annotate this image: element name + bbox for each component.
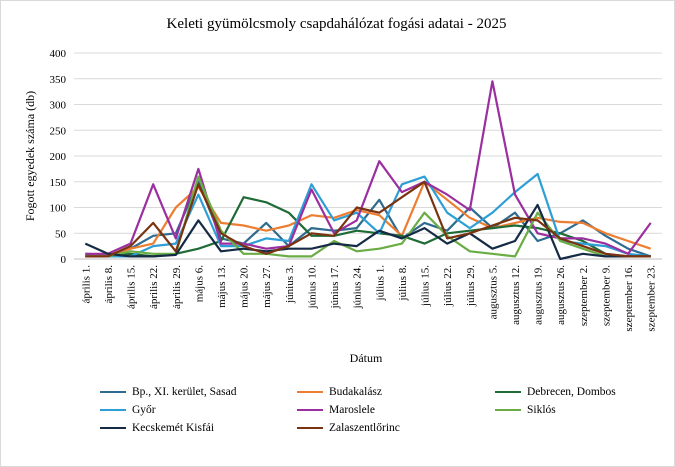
legend-item: Bp., XI. kerület, Sasad	[100, 386, 236, 398]
x-tick-label: április 15.	[126, 265, 138, 309]
legend-swatch	[495, 391, 521, 393]
legend-item: Zalaszentlőrinc	[297, 422, 400, 434]
x-tick-labels: április 1. április 8. április 15. április 2…	[80, 265, 657, 332]
x-tick-label: szeptember 9.	[600, 265, 612, 326]
legend-item: Siklós	[495, 404, 556, 416]
legend-swatch	[100, 427, 126, 429]
x-tick-label: július 22.	[442, 265, 454, 307]
legend-label: Zalaszentlőrinc	[329, 422, 400, 434]
y-tick-labels: 0 50 100 150 200 250 300 350 400	[50, 48, 67, 266]
series-line-7	[85, 180, 651, 258]
legend-item: Budakalász	[297, 386, 382, 398]
x-tick-label: augusztus 12.	[510, 265, 522, 325]
legend-label: Siklós	[527, 404, 556, 416]
x-tick-label: április 8.	[103, 265, 115, 304]
series-lines	[84, 80, 652, 261]
x-tick-label: augusztus 26.	[555, 265, 567, 325]
y-tick-label: 200	[50, 151, 67, 163]
series-line-6	[84, 203, 651, 261]
legend-swatch	[100, 391, 126, 393]
x-axis-label: Dátum	[350, 351, 383, 365]
x-tick-label: május 20.	[239, 265, 251, 308]
legend-item: Maroslele	[297, 404, 375, 416]
x-tick-label: augusztus 19.	[533, 265, 545, 325]
x-tick-label: július 8.	[397, 265, 409, 302]
legend-label: Győr	[132, 404, 156, 416]
series-line-4	[85, 80, 652, 255]
x-tick-label: június 10.	[306, 265, 318, 310]
x-tick-label: április 29.	[171, 265, 183, 309]
legend-item: Győr	[100, 404, 156, 416]
series-line-3	[85, 172, 651, 258]
x-tick-label: június 17.	[329, 265, 341, 310]
y-tick-label: 400	[50, 48, 67, 60]
x-tick-label: május 13.	[216, 265, 228, 308]
y-tick-label: 100	[50, 203, 67, 215]
x-tick-label: április 1.	[80, 265, 92, 304]
y-tick-label: 0	[61, 254, 67, 266]
legend-label: Bp., XI. kerület, Sasad	[132, 386, 237, 398]
x-tick-label: augusztus 5.	[487, 265, 499, 320]
x-tick-label: július 15.	[420, 265, 432, 307]
y-axis-label: Fogott egyedek száma (db)	[23, 91, 37, 221]
legend-item: Kecskemét Kisfái	[100, 422, 214, 434]
legend-swatch	[100, 409, 126, 411]
legend-label: Debrecen, Dombos	[527, 386, 616, 398]
y-tick-label: 250	[50, 125, 67, 137]
chart-title: Keleti gyümölcsmoly csapdahálózat fogási…	[166, 16, 507, 32]
legend-swatch	[495, 409, 521, 411]
x-tick-label: szeptember 2.	[578, 265, 590, 326]
legend-label: Maroslele	[329, 404, 375, 416]
grid-lines	[74, 52, 662, 260]
x-tick-label: május 6.	[193, 265, 205, 303]
legend-swatch	[297, 391, 323, 393]
y-tick-label: 350	[50, 74, 67, 86]
legend-label: Budakalász	[329, 386, 383, 398]
x-tick-label: június 24.	[352, 265, 364, 310]
x-tick-label: június 3.	[284, 265, 296, 304]
legend-item: Debrecen, Dombos	[495, 386, 616, 398]
y-tick-label: 150	[50, 177, 67, 189]
x-tick-label: május 27.	[261, 265, 273, 308]
legend-swatch	[297, 409, 323, 411]
legend-swatch	[297, 427, 323, 429]
x-tick-label: július 1.	[374, 265, 386, 302]
x-tick-label: július 29.	[465, 265, 477, 307]
x-tick-label: szeptember 16.	[623, 265, 635, 332]
y-tick-label: 300	[50, 100, 67, 112]
series-line-1	[85, 180, 652, 258]
y-tick-label: 50	[55, 228, 67, 240]
x-tick-label: április 22.	[148, 265, 160, 309]
legend-label: Kecskemét Kisfái	[132, 422, 215, 434]
x-tick-label: szeptember 23.	[646, 265, 658, 332]
